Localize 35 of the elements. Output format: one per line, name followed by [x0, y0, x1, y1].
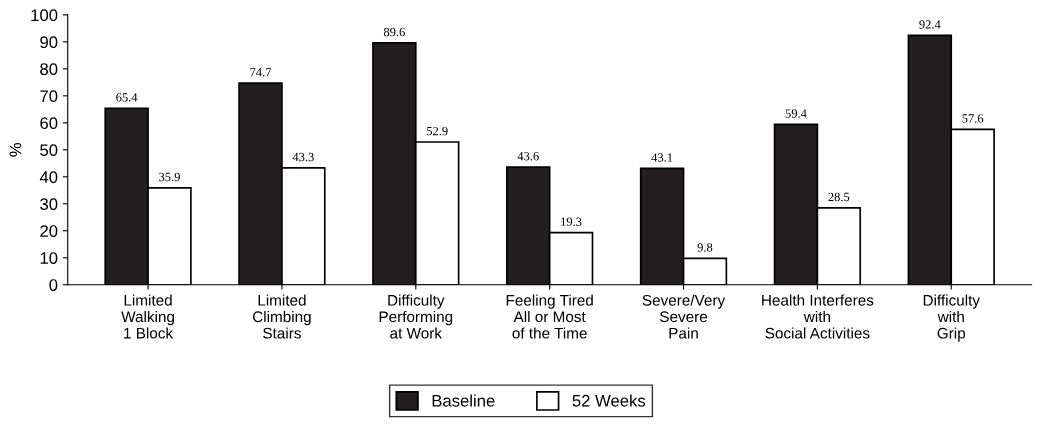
y-tick-label: 80 — [40, 63, 58, 76]
y-tick-label: 10 — [40, 252, 58, 264]
y-tick-label: 50 — [40, 144, 58, 157]
x-tick-label: Health Interferes with Social Activities — [762, 294, 874, 339]
data-label: 65.4 — [116, 93, 138, 102]
y-tick-label: 70 — [40, 90, 58, 103]
legend-label: Baseline — [432, 394, 495, 407]
data-label: 35.9 — [159, 172, 180, 182]
data-label: 9.8 — [697, 243, 713, 252]
data-label: 89.6 — [383, 27, 405, 37]
x-tick-label: Limited Walking 1 Block — [121, 294, 174, 339]
data-label: 19.3 — [561, 217, 582, 227]
data-label: 43.3 — [292, 152, 314, 162]
y-tick-label: 100 — [31, 9, 58, 22]
x-tick-label: Severe/Very Severe Pain — [642, 294, 726, 339]
y-tick-label: 30 — [40, 198, 58, 210]
data-label: 59.4 — [785, 109, 807, 118]
data-label: 52.9 — [426, 126, 448, 136]
y-tick-label: 0 — [49, 279, 58, 291]
x-tick-label: Limited Climbing Stairs — [252, 294, 311, 339]
data-label: 92.4 — [919, 20, 941, 29]
y-axis-title: % — [9, 143, 22, 157]
data-label: 57.6 — [962, 114, 984, 123]
y-tick-label: 40 — [39, 171, 58, 183]
legend-label: 52 Weeks — [572, 394, 646, 407]
x-tick-label: Difficulty Performing at Work — [379, 294, 453, 339]
y-tick-label: 60 — [40, 117, 58, 130]
data-label: 28.5 — [828, 192, 850, 202]
y-tick-label: 90 — [40, 36, 58, 49]
x-tick-label: Difficulty with Grip — [923, 294, 980, 342]
data-label: 43.1 — [651, 153, 673, 162]
data-label: 43.6 — [517, 151, 539, 161]
data-label: 74.7 — [250, 68, 272, 77]
x-tick-label: Feeling Tired All or Most of the Time — [506, 294, 593, 339]
y-tick-label: 20 — [40, 225, 58, 237]
